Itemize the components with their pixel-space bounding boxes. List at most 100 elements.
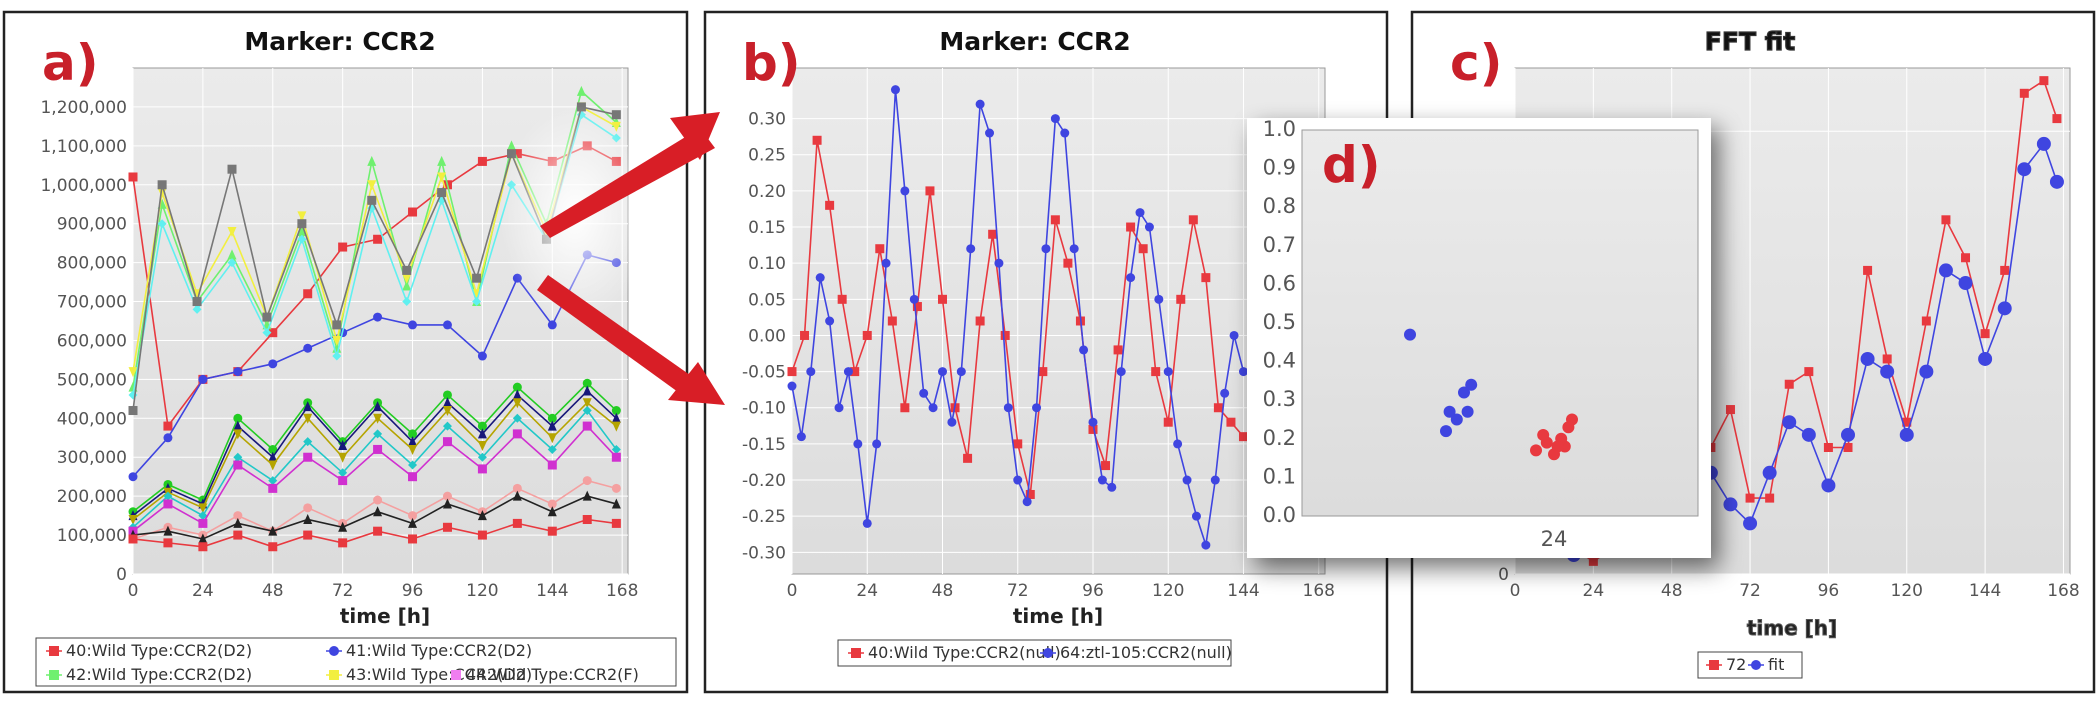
data-point [192,297,202,307]
data-point [1450,413,1463,426]
y-tick-label: 700,000 [57,293,127,313]
data-point [233,452,243,462]
data-point [937,294,947,304]
data-point [1220,388,1230,398]
data-point [843,367,853,377]
x-tick-label: 24 [1541,527,1568,551]
y-tick-label: 0.3 [1263,387,1296,411]
data-point [128,172,138,182]
data-point [611,412,621,423]
data-point [408,511,418,521]
data-point [512,389,522,400]
y-tick-label: 1,200,000 [40,98,127,118]
panel-c-letter: c) [1450,34,1503,92]
data-point [547,499,557,509]
x-tick-label: 72 [1739,581,1761,601]
data-point [925,186,935,196]
data-point [1003,403,1013,413]
y-tick-label: 0.20 [748,182,786,202]
y-tick-label: -0.05 [742,363,786,383]
data-point [2049,174,2064,189]
data-point [163,491,173,501]
data-point [1941,215,1951,225]
data-point [825,316,835,326]
data-point [437,155,447,166]
data-point [881,258,891,268]
data-point [128,534,138,544]
x-tick-label: 120 [1152,581,1184,601]
data-point [1116,367,1126,377]
data-point [1843,443,1853,452]
data-point [1882,354,1892,364]
y-tick-label: 0.15 [748,218,786,238]
data-point [512,518,522,528]
data-point [338,452,348,463]
x-tick-label: 48 [262,581,284,601]
data-point [2039,76,2049,86]
data-point [887,316,897,326]
data-point [1176,294,1186,304]
data-point [198,518,208,528]
data-point [512,429,522,439]
data-point [303,514,313,525]
data-point [1562,421,1575,434]
data-point [582,378,592,388]
legend-marker [49,670,59,680]
y-tick-label: 0.10 [748,254,786,274]
data-point [582,476,592,486]
panel-b-legend-entries: 40:Wild Type:CCR2(null) 64:ztl-105:CCR2(n… [848,643,1232,662]
panel-b-title: Marker: CCR2 [939,27,1130,56]
data-point [1461,405,1474,418]
data-point [850,367,860,377]
data-point [1961,253,1971,263]
data-point [303,530,313,540]
x-tick-label: 0 [1510,581,1521,601]
legend-marker [851,648,861,658]
y-tick-label: 0.8 [1263,194,1296,218]
data-point [909,294,919,304]
data-point [547,444,557,454]
x-tick-label: 72 [1007,581,1029,601]
data-point [157,219,167,229]
data-point [507,149,517,159]
x-tick-label: 144 [1969,581,2001,601]
data-point [268,451,278,462]
y-tick-label: 0.7 [1263,233,1296,257]
data-point [303,289,313,299]
data-point [373,234,383,244]
panel-a-legend-entries: 40:Wild Type:CCR2(D2) 41:Wild Type:CCR2(D… [46,641,639,684]
data-point [1743,516,1758,531]
panel-b-tick-labels: 0 24 48 72 96 120 144 168 -0.30 -0.25 -0.20 -0.15 -0… [742,110,1335,601]
data-point [163,525,173,536]
data-point [227,258,237,268]
data-point [1880,364,1895,379]
data-point [373,413,383,424]
legend-label: 40:Wild Type:CCR2(D2) [66,641,252,660]
y-tick-label: 0 [1498,565,1509,585]
panel-d-series [1404,328,1578,461]
data-point [163,499,173,509]
y-tick-label: 400,000 [57,409,127,429]
panel-a-legend: 40:Wild Type:CCR2(D2) 41:Wild Type:CCR2(D… [35,637,677,687]
data-point [1038,367,1048,377]
data-point [796,432,806,442]
data-point [547,420,557,431]
data-point [1530,444,1542,457]
data-point [611,518,621,528]
legend-marker [329,670,339,680]
x-tick-label: 0 [787,581,798,601]
data-point [1050,215,1060,225]
data-point [477,452,487,462]
data-point [1782,415,1797,430]
data-point [477,428,487,439]
data-point [303,503,313,513]
data-point [975,316,985,326]
data-point [233,429,243,440]
data-point [233,460,243,470]
data-point [1201,540,1211,550]
data-point [1804,367,1814,377]
panel-b-plot-area [791,67,1326,575]
data-point [2017,162,2032,177]
data-point [512,483,522,493]
